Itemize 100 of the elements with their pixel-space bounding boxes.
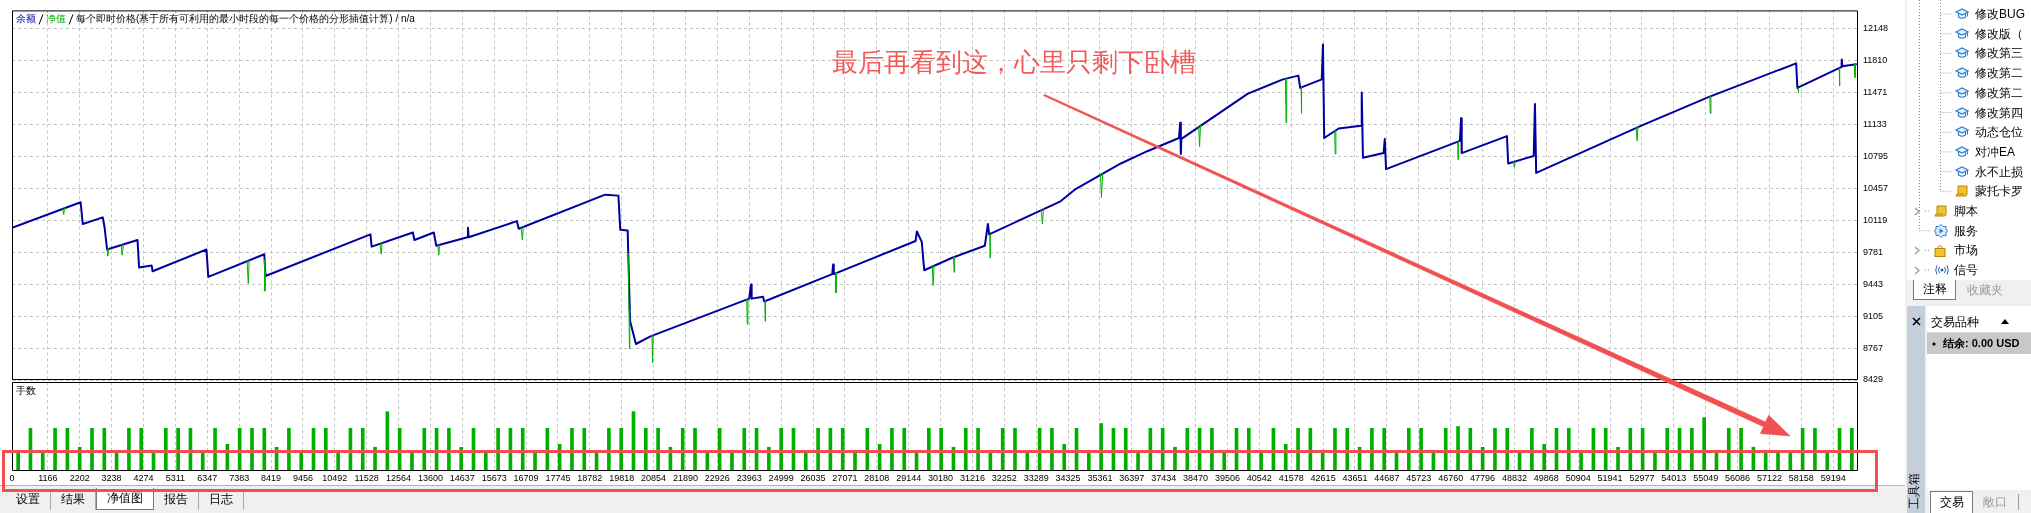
text: 注释	[1913, 280, 1956, 300]
x-tick-label: 42615	[1310, 472, 1336, 483]
y-tick-label: 10795	[1863, 150, 1889, 161]
x-tick-label: 31216	[959, 472, 985, 483]
y-tick-label: 10119	[1863, 214, 1888, 225]
x-tick-label: 45723	[1406, 472, 1432, 483]
text: 工具箱	[1907, 473, 1921, 509]
text: 设置	[6, 489, 51, 510]
chart-subtitle: 每个即时价格(基于所有可利用的最小时段的每一个价格的分形插值计算) / n/a	[76, 13, 416, 25]
x-tick-label: 10492	[322, 472, 348, 483]
x-tick-label: 7383	[229, 472, 250, 483]
text: 修改版（	[1975, 26, 2023, 41]
x-tick-label: 22926	[704, 472, 730, 483]
x-tick-label: 56086	[1725, 472, 1751, 483]
text: 日志	[199, 489, 244, 510]
x-tick-label: 49868	[1533, 472, 1559, 483]
text: 修改第二	[1975, 85, 2023, 100]
y-tick-label: 9781	[1863, 246, 1884, 257]
x-tick-label: 24999	[768, 472, 794, 483]
y-tick-label: 11471	[1863, 87, 1888, 98]
x-tick-label: 39506	[1214, 472, 1240, 483]
x-tick-label: 35361	[1087, 472, 1113, 483]
text: 净值	[46, 13, 66, 25]
x-tick-label: 54013	[1661, 472, 1687, 483]
x-tick-label: 8419	[261, 472, 282, 483]
x-tick-label: 19818	[609, 472, 635, 483]
y-tick-label: 8767	[1863, 342, 1884, 353]
x-tick-label: 15673	[481, 472, 507, 483]
x-tick-label: 46760	[1438, 472, 1464, 483]
x-tick-label: 6347	[197, 472, 218, 483]
x-tick-label: 17745	[545, 472, 571, 483]
x-tick-label: 4274	[133, 472, 154, 483]
text: 脚本	[1954, 204, 1978, 218]
x-tick-label: 40542	[1246, 472, 1272, 483]
text: 修改第四	[1975, 105, 2023, 120]
annotation: 最后再看到这，心里只剩下卧槽	[832, 47, 1196, 77]
y-tick-label: 9443	[1863, 278, 1884, 289]
chart-title: 手数	[16, 384, 36, 396]
y-tick-label: 8429	[1863, 374, 1884, 385]
x-tick-label: 20854	[641, 472, 667, 483]
text: 修改BUG	[1975, 7, 2026, 21]
x-tick-label: 5311	[165, 472, 186, 483]
text: 对冲EA	[1975, 144, 2016, 159]
x-tick-label: 55049	[1693, 472, 1719, 483]
text: 交易	[1930, 491, 1973, 513]
text: 敞口	[1983, 495, 2007, 509]
x-tick-label: 37434	[1151, 472, 1177, 483]
y-tick-label: 11133	[1863, 118, 1887, 129]
y-tick-label: 10457	[1863, 182, 1889, 193]
text: 余额	[16, 13, 36, 25]
x-tick-label: 58158	[1788, 472, 1814, 483]
text: 结果	[51, 489, 96, 510]
x-tick-label: 48832	[1501, 472, 1527, 483]
x-tick-label: 52977	[1629, 472, 1655, 483]
text: 交易品种	[1931, 315, 1979, 329]
y-tick-label: 11810	[1863, 54, 1888, 65]
text: 蒙托卡罗	[1975, 184, 2023, 199]
x-tick-label: 51941	[1597, 472, 1623, 483]
x-tick-label: 23963	[736, 472, 762, 483]
x-tick-label: 47796	[1470, 472, 1496, 483]
x-tick-label: 3238	[101, 472, 122, 483]
text: 服务	[1954, 223, 1978, 238]
text: 动态仓位	[1975, 125, 2023, 140]
x-tick-label: 16709	[513, 472, 539, 483]
text: 永不止损	[1975, 164, 2023, 179]
x-tick-label: 2202	[69, 472, 90, 483]
x-tick-label: 28108	[864, 472, 890, 483]
x-tick-label: 30180	[928, 472, 954, 483]
x-tick-label: 13600	[417, 472, 443, 483]
x-tick-label: 21890	[672, 472, 698, 483]
x-tick-label: 59194	[1820, 472, 1846, 483]
x-tick-label: 50904	[1565, 472, 1591, 483]
x-tick-label: 1166	[38, 472, 58, 483]
text: 修改第二	[1975, 66, 2023, 81]
x-tick-label: 36397	[1119, 472, 1145, 483]
x-tick-label: 9456	[292, 472, 313, 483]
y-tick-label: 12148	[1863, 23, 1889, 34]
text: 报告	[154, 489, 199, 510]
x-tick-label: 32252	[991, 472, 1017, 483]
x-tick-label: 27071	[832, 472, 858, 483]
x-tick-label: 44687	[1374, 472, 1400, 483]
text: 信号	[1954, 263, 1978, 278]
x-tick-label: 38470	[1183, 472, 1209, 483]
text: 收藏夹	[1967, 283, 2003, 297]
x-tick-label: 29144	[896, 472, 922, 483]
x-tick-label: 57122	[1756, 472, 1782, 483]
text: 市场	[1954, 243, 1978, 258]
text: 修改第三	[1975, 46, 2023, 61]
x-tick-label: 11528	[354, 472, 379, 483]
x-tick-label: 34325	[1055, 472, 1081, 483]
text: 结余: 0.00 USD	[1943, 337, 2020, 350]
x-tick-label: 41578	[1278, 472, 1304, 483]
x-tick-label: 43651	[1342, 472, 1368, 483]
x-tick-label: 0	[9, 472, 15, 483]
x-tick-label: 18782	[577, 472, 603, 483]
x-tick-label: 33289	[1023, 472, 1049, 483]
x-tick-label: 14637	[449, 472, 475, 483]
x-tick-label: 12564	[386, 472, 412, 483]
y-tick-label: 9105	[1863, 310, 1884, 321]
x-tick-label: 26035	[800, 472, 826, 483]
